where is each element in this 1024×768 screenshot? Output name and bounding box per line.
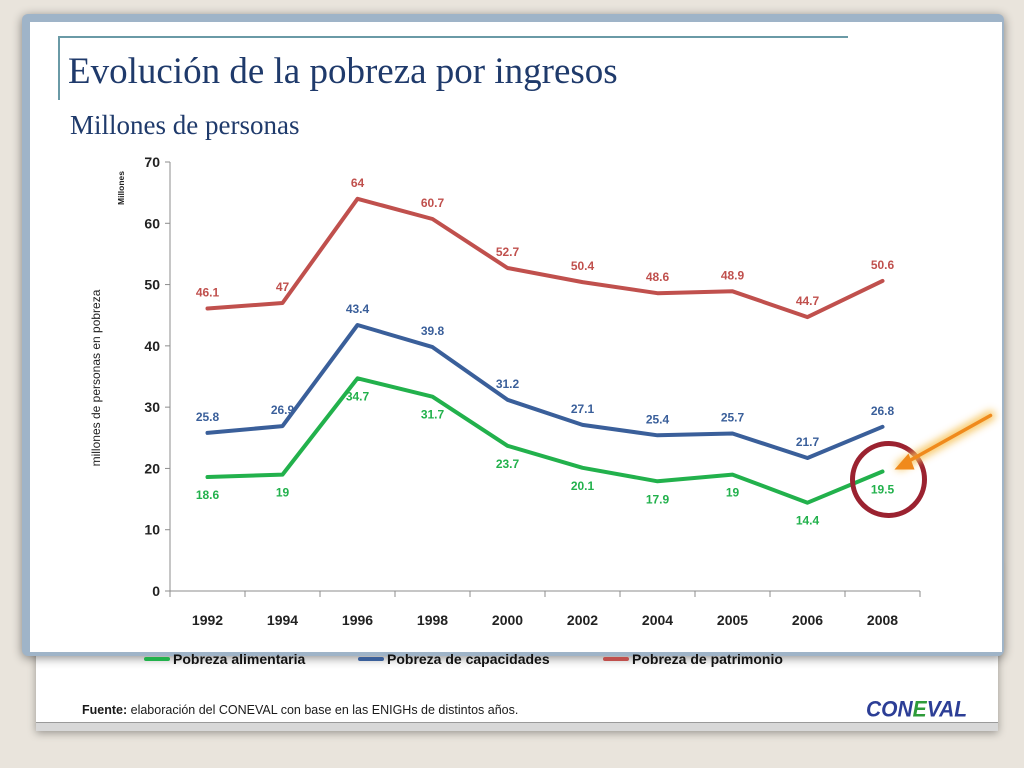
data-label-alimentaria: 20.1 [571,479,595,493]
data-label-capacidades: 43.4 [346,302,370,316]
legend-label-alimentaria: Pobreza alimentaria [173,651,305,667]
series-line-capacidades [205,323,885,460]
source-note: Fuente: elaboración del CONEVAL con base… [82,703,518,717]
x-tick-label: 2008 [867,612,898,628]
data-label-patrimonio: 60.7 [421,196,445,210]
x-tick-label: 2002 [567,612,598,628]
x-tick-label: 2000 [492,612,523,628]
data-label-patrimonio: 48.9 [721,268,745,282]
data-label-capacidades: 25.7 [721,410,745,424]
source-label: Fuente: [82,703,128,717]
x-tick-label: 1992 [192,612,223,628]
data-label-capacidades: 27.1 [571,402,595,416]
arrow-shaft [902,413,993,466]
x-tick-label: 2005 [717,612,748,628]
data-label-patrimonio: 47 [276,280,290,294]
x-tick-label: 2004 [642,612,673,628]
y-tick-label: 10 [144,522,160,538]
y-tick-label: 50 [144,277,160,293]
coneval-logo: CONEVAL [866,697,967,722]
slide-title: Evolución de la pobreza por ingresos [68,51,618,92]
data-label-patrimonio: 64 [351,176,365,190]
data-label-alimentaria: 31.7 [421,408,445,422]
back-slide-strip [36,722,998,731]
y-tick-label: 20 [144,460,160,476]
logo-part-left: CON [866,697,913,722]
data-label-capacidades: 25.8 [196,410,220,424]
y-axis-label: millones de personas en pobreza [89,289,103,466]
y-tick-label: 40 [144,338,160,354]
source-text: elaboración del CONEVAL con base en las … [127,703,519,717]
data-label-alimentaria: 19.5 [871,482,895,496]
data-label-patrimonio: 44.7 [796,294,820,308]
data-label-alimentaria: 19 [726,486,740,500]
data-label-alimentaria: 34.7 [346,389,370,403]
slide-canvas [30,22,1002,652]
data-label-patrimonio: 50.6 [871,258,895,272]
y-tick-label: 70 [144,154,160,170]
data-label-alimentaria: 19 [276,486,290,500]
legend-label-patrimonio: Pobreza de patrimonio [632,651,783,667]
logo-part-right: VAL [926,697,968,722]
x-tick-label: 1998 [417,612,448,628]
data-label-alimentaria: 23.7 [496,457,520,471]
data-label-capacidades: 31.2 [496,377,520,391]
title-rule [58,36,848,38]
legend-label-capacidades: Pobreza de capacidades [387,651,550,667]
data-label-patrimonio: 50.4 [571,259,595,273]
data-label-alimentaria: 18.6 [196,488,220,502]
data-label-capacidades: 21.7 [796,435,820,449]
data-label-capacidades: 26.8 [871,404,895,418]
x-tick-label: 2006 [792,612,823,628]
y-unit-label: Millones [116,171,126,205]
slide-subtitle: Millones de personas [70,110,300,140]
y-tick-labels: 0 10 20 30 40 50 60 70 [144,154,160,599]
data-label-patrimonio: 46.1 [196,285,220,299]
data-labels: 18.6 19 34.7 31.7 23.7 20.1 17.9 19 14.4 19.5 25.8… [196,176,895,528]
title-accent-bar [58,36,60,100]
y-tick-label: 30 [144,399,160,415]
logo-part-mid: E [912,697,927,722]
series-line-patrimonio [205,196,885,320]
arrow-head [894,453,915,470]
data-label-patrimonio: 52.7 [496,245,520,259]
data-label-capacidades: 25.4 [646,412,670,426]
data-label-alimentaria: 17.9 [646,492,670,506]
x-tick-label: 1996 [342,612,373,628]
series-lines [205,196,885,505]
x-tick-label: 1994 [267,612,298,628]
data-label-capacidades: 39.8 [421,324,445,338]
y-tick-label: 60 [144,215,160,231]
chart-axes [165,161,921,597]
highlight-circle [850,440,927,518]
y-tick-label: 0 [152,583,160,599]
data-label-alimentaria: 14.4 [796,514,820,528]
x-tick-labels: 1992 1994 1996 1998 2000 2002 2004 2005 2006 2008 [192,612,898,628]
series-line-alimentaria [205,376,885,505]
chart-legend: Pobreza alimentaria Pobreza de capacidade… [144,651,783,667]
data-label-capacidades: 26.9 [271,403,295,417]
data-label-patrimonio: 48.6 [646,270,670,284]
highlight-annotation [850,410,996,518]
